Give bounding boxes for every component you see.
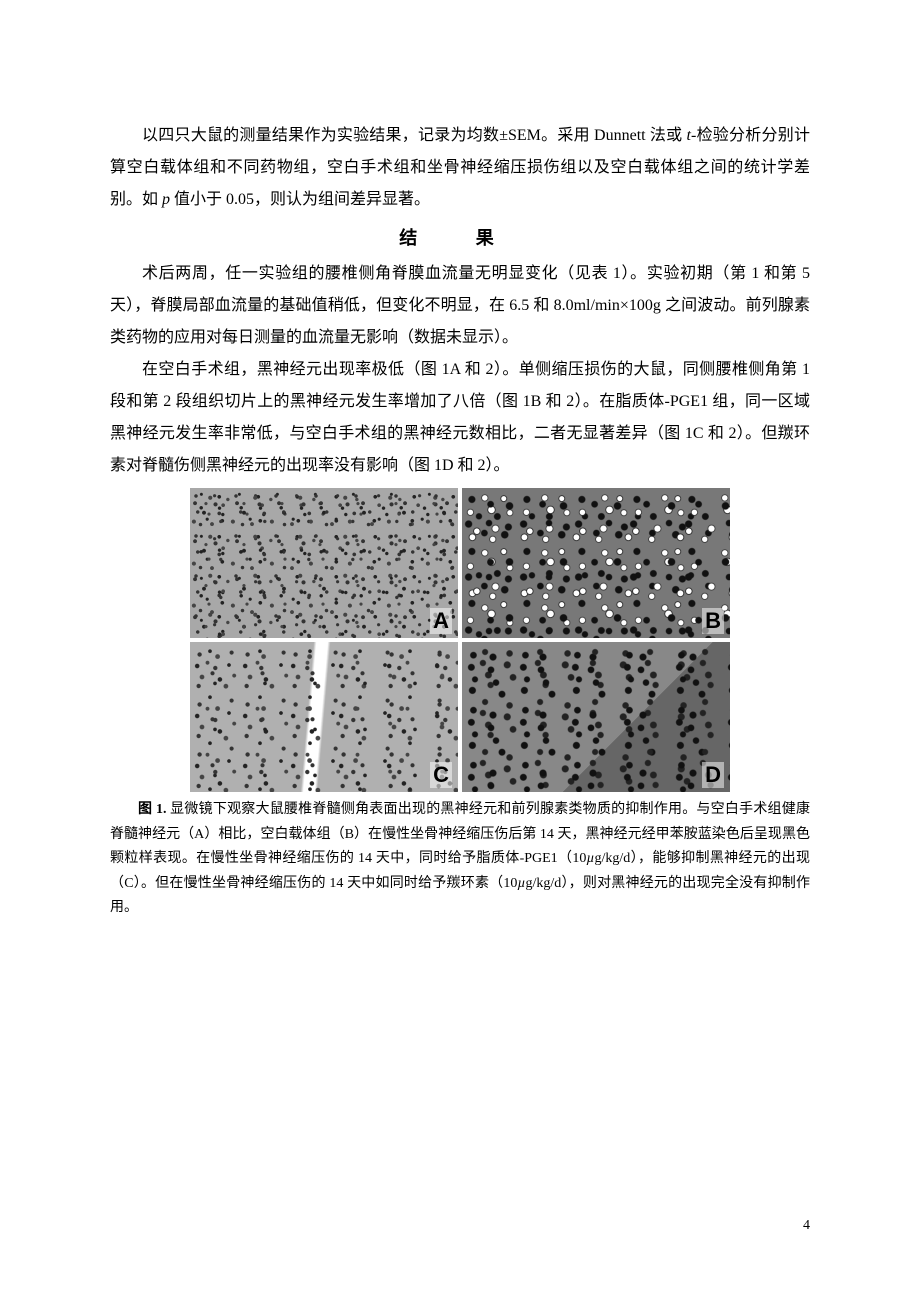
panel-label-c: C [430, 762, 452, 788]
figure-1-grid: A B C D [190, 488, 730, 792]
text-segment: 以四只大鼠的测量结果作为实验结果，记录为均数±SEM。采用 Dunnett 法或 [142, 127, 687, 144]
figure-1-container: A B C D [110, 488, 810, 792]
caption-label: 图 1. [138, 802, 170, 817]
paragraph-results-1: 术后两周，任一实验组的腰椎侧角脊膜血流量无明显变化（见表 1）。实验初期（第 1… [110, 258, 810, 354]
figure-panel-b: B [462, 488, 730, 638]
panel-label-b: B [702, 608, 724, 634]
figure-panel-c: C [190, 642, 458, 792]
panel-label-a: A [430, 608, 452, 634]
figure-panel-a: A [190, 488, 458, 638]
italic-p: p [162, 191, 170, 208]
figure-1-caption: 图 1. 显微镜下观察大鼠腰椎脊髓侧角表面出现的黑神经元和前列腺素类物质的抑制作… [110, 798, 810, 921]
text-segment: 值小于 0.05，则认为组间差异显著。 [170, 191, 430, 208]
paragraph-results-2: 在空白手术组，黑神经元出现率极低（图 1A 和 2）。单侧缩压损伤的大鼠，同侧腰… [110, 354, 810, 482]
figure-panel-d: D [462, 642, 730, 792]
paragraph-methods: 以四只大鼠的测量结果作为实验结果，记录为均数±SEM。采用 Dunnett 法或… [110, 120, 810, 216]
panel-label-d: D [702, 762, 724, 788]
section-title-results: 结 果 [110, 224, 810, 250]
page-number: 4 [803, 1218, 810, 1234]
